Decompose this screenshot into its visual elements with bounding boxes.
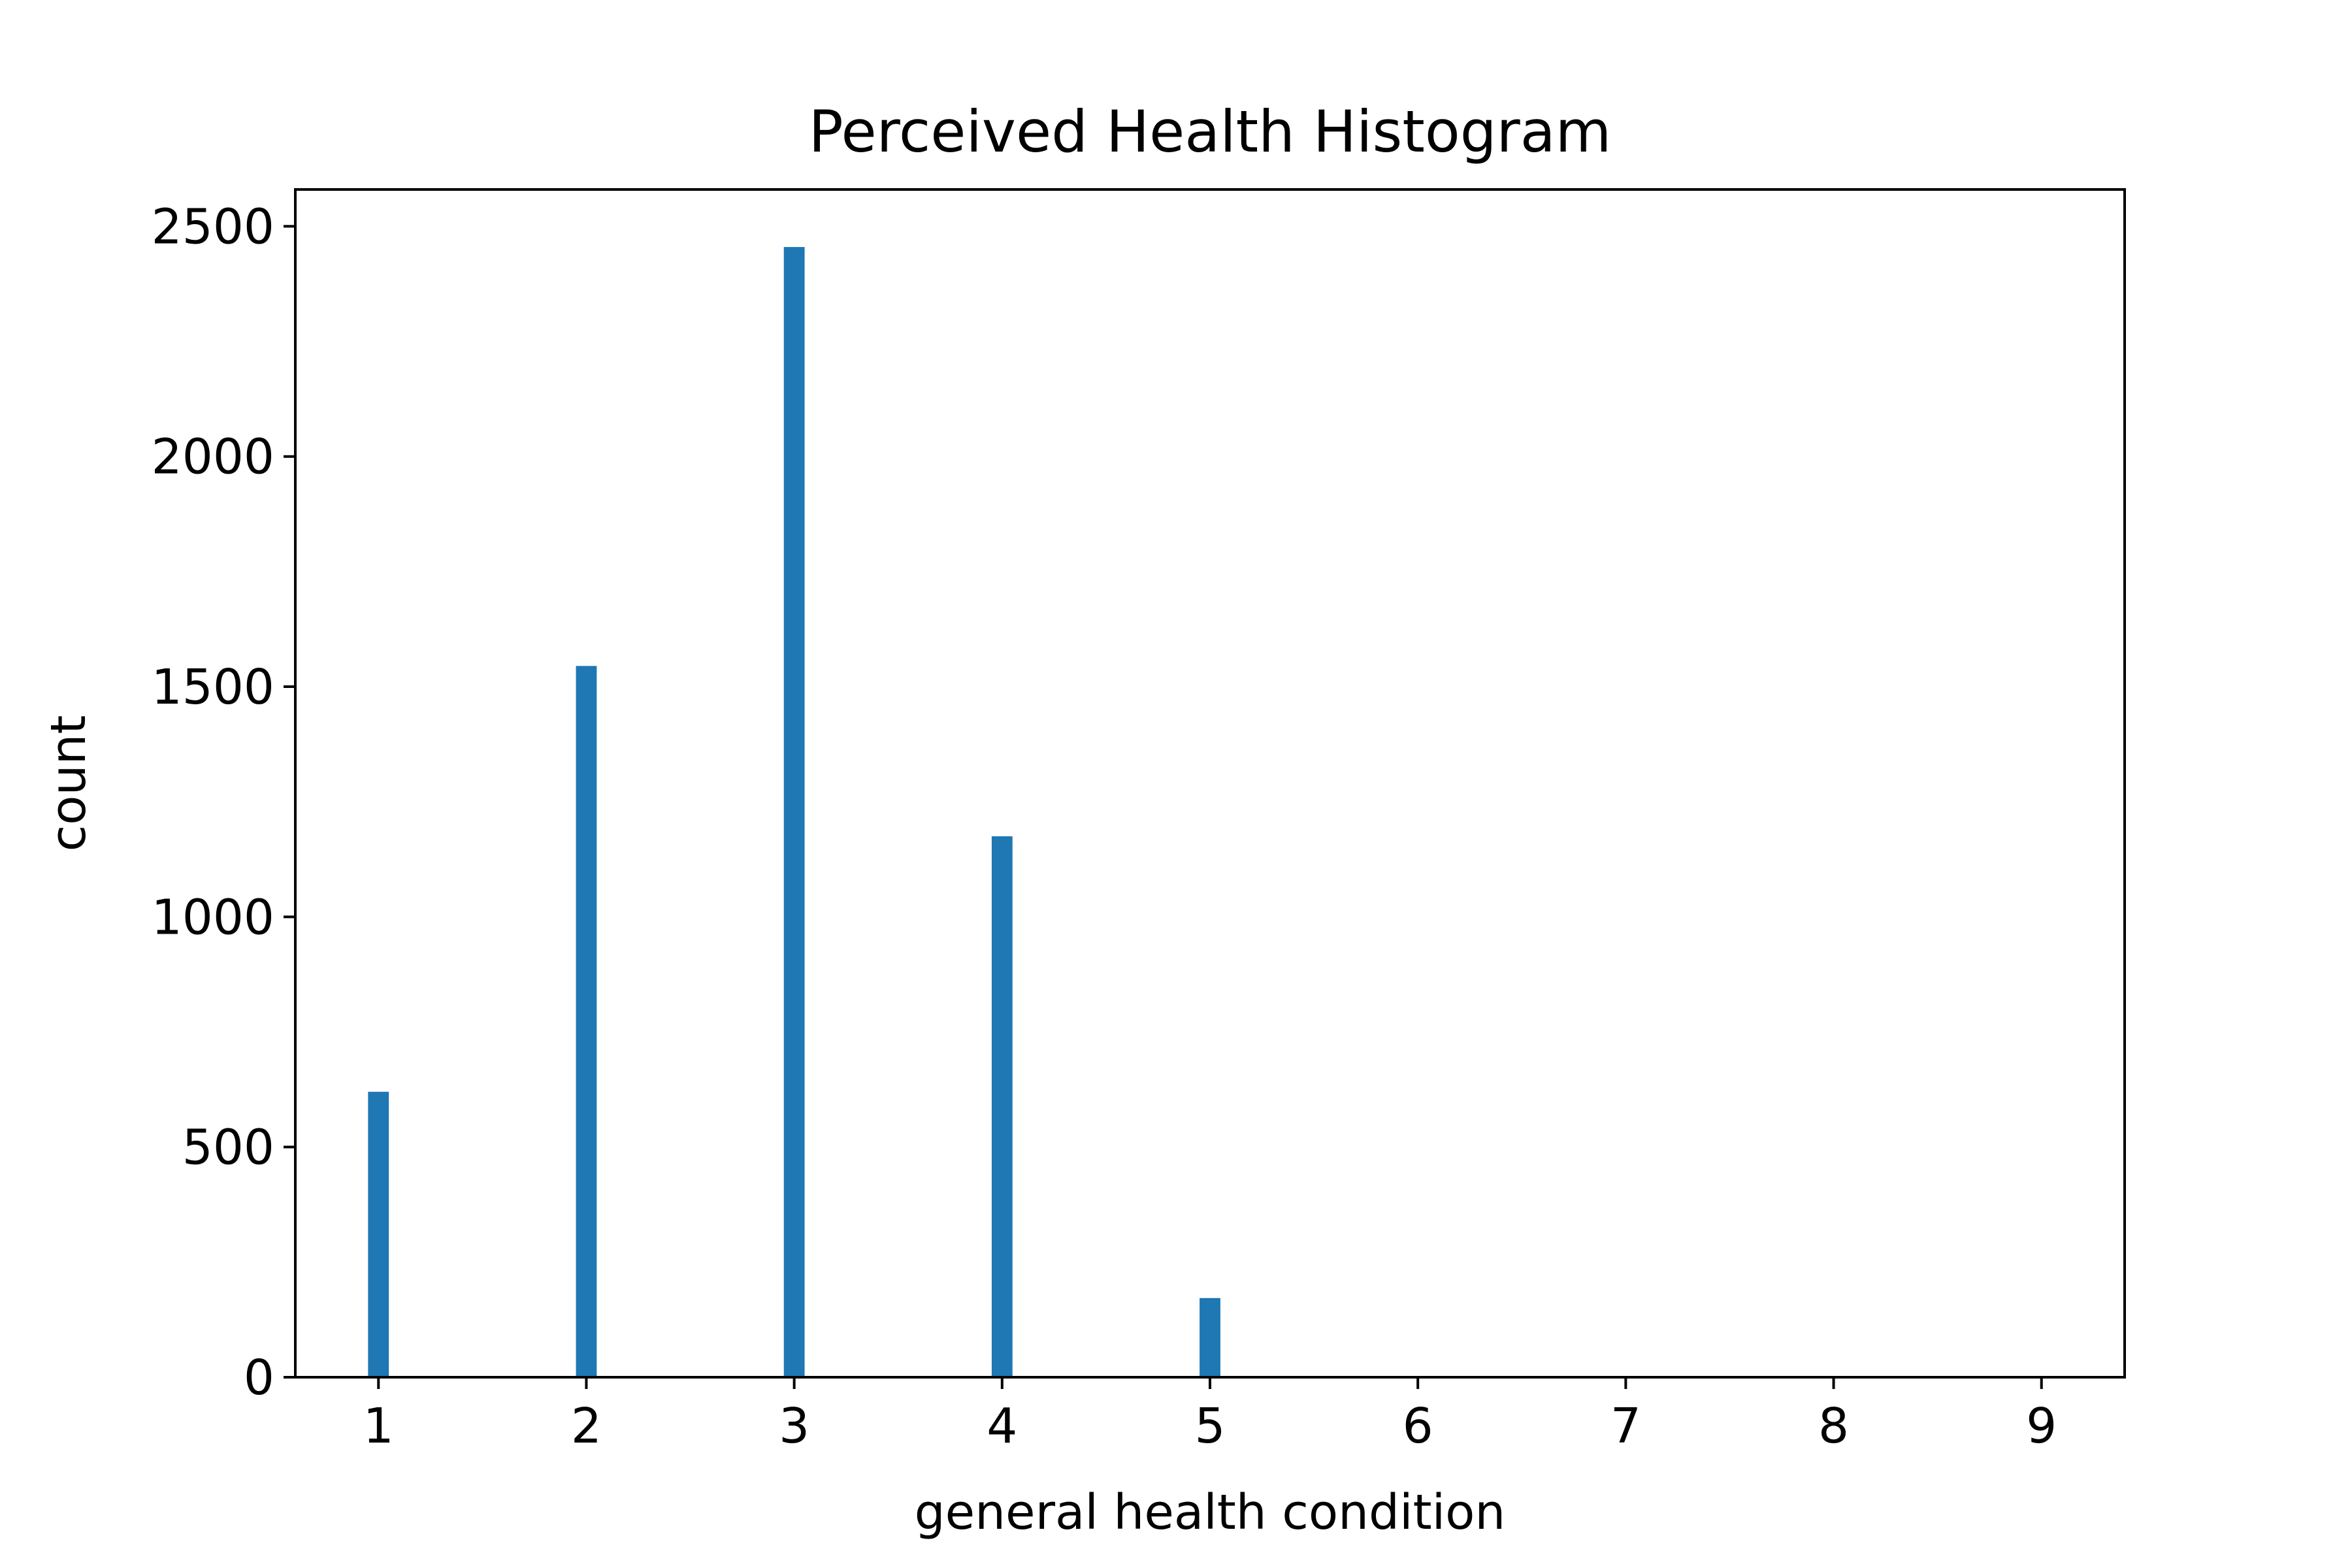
plot-area-frame [294,188,2126,1379]
x-tick-label: 1 [363,1398,394,1454]
y-tick-label: 2000 [152,429,274,485]
bar-4 [991,836,1013,1377]
bar-2 [576,666,597,1377]
y-tick-label: 2500 [152,199,274,255]
x-tick-label: 6 [1403,1398,1433,1454]
x-tick-label: 8 [1818,1398,1849,1454]
y-tick-label: 500 [182,1120,274,1176]
x-tick-label: 7 [1610,1398,1641,1454]
y-tick-label: 0 [244,1350,274,1406]
x-axis-ticks: 1 2 3 4 5 6 7 8 9 [363,1377,2057,1454]
x-tick-label: 3 [779,1398,809,1454]
y-tick-label: 1500 [152,659,274,715]
x-tick-label: 9 [2026,1398,2057,1454]
bar-1 [368,1092,389,1377]
bars-layer [368,247,1220,1377]
x-tick-label: 5 [1194,1398,1225,1454]
x-axis-label: general health condition [915,1484,1506,1541]
x-tick-label: 4 [987,1398,1017,1454]
y-tick-label: 1000 [152,889,274,945]
bar-3 [783,247,805,1377]
chart-title: Perceived Health Histogram [809,98,1612,165]
x-tick-label: 2 [571,1398,602,1454]
y-axis-label: count [41,715,97,852]
y-axis-ticks: 0 500 1000 1500 2000 2500 [152,199,295,1406]
bar-5 [1200,1298,1220,1377]
